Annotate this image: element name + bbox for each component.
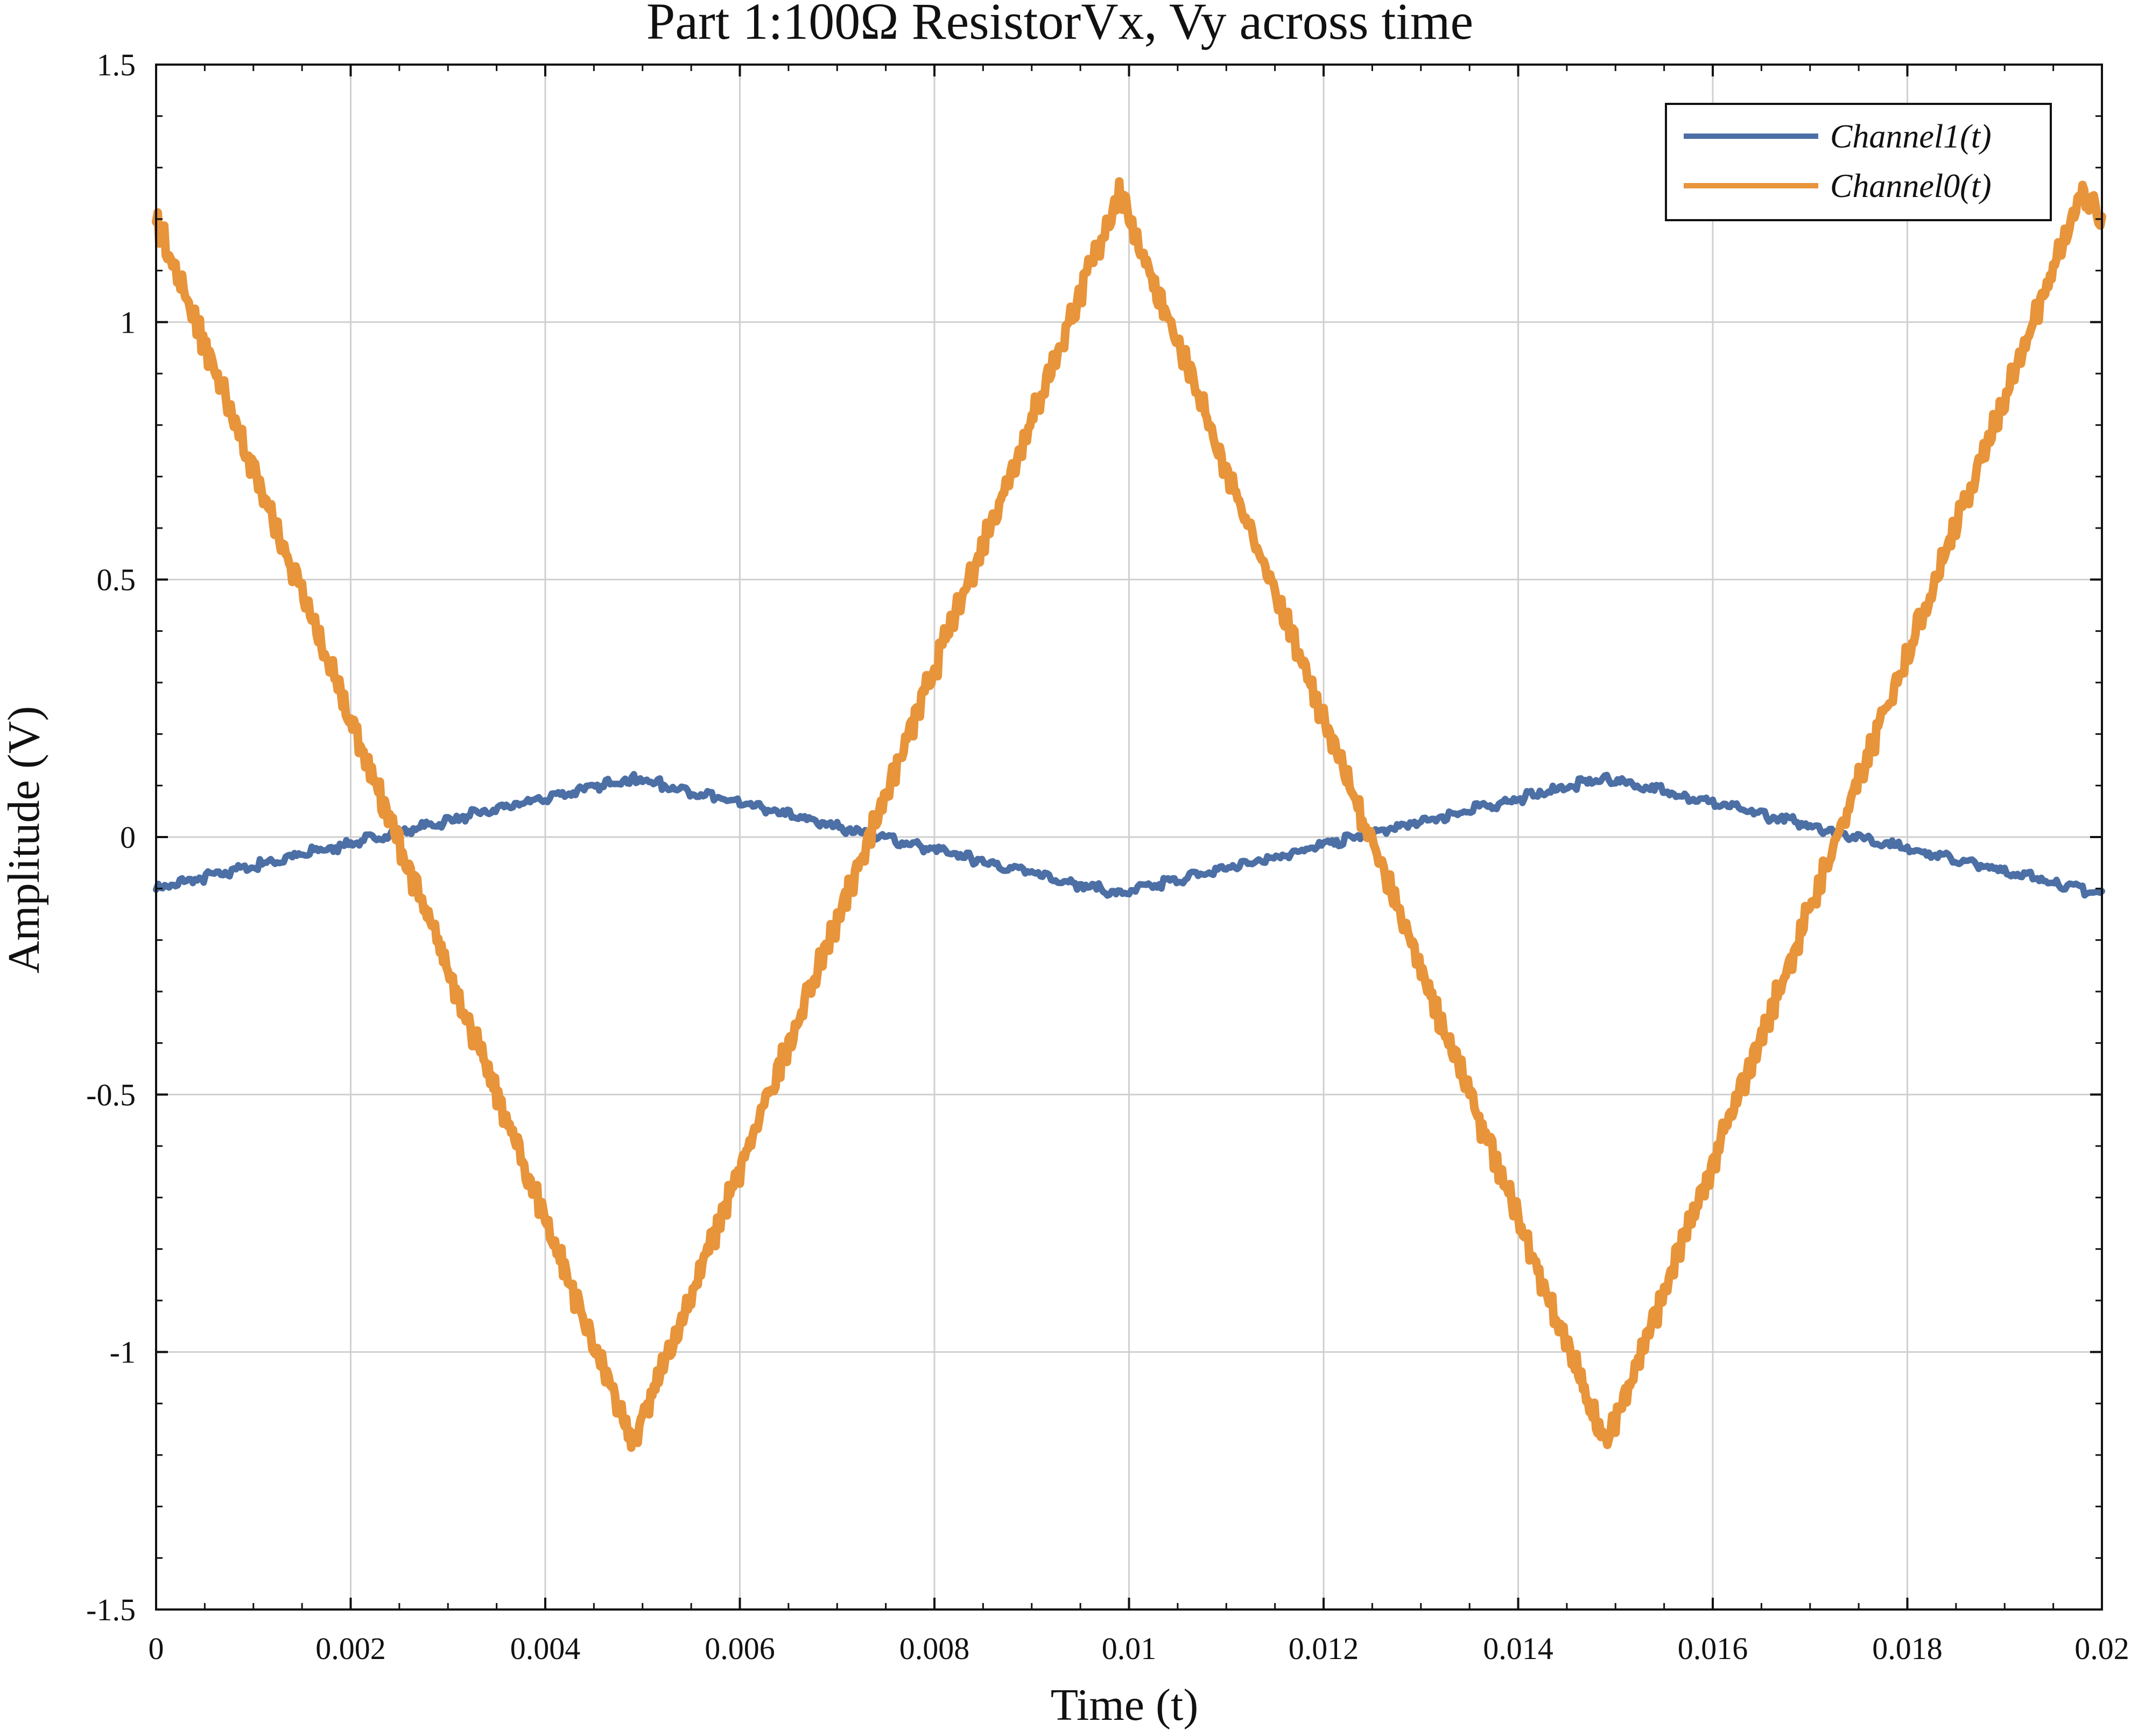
legend-label-channel1: Channel1(t)	[1830, 118, 1992, 155]
x-tick-label: 0.012	[1289, 1631, 1359, 1666]
series-line-channel0	[152, 177, 2106, 1452]
y-tick-label: -1	[110, 1335, 136, 1370]
y-tick-label: 0.5	[97, 563, 136, 598]
legend: Channel1(t) Channel0(t)	[1665, 103, 2052, 221]
x-tick-label: 0.016	[1678, 1631, 1748, 1666]
chart-title: Part 1:100Ω ResistorVx, Vy across time	[646, 0, 1473, 50]
y-axis-title: Amplitude (V)	[0, 706, 49, 974]
x-tick-label: 0.014	[1483, 1631, 1553, 1666]
y-tick-label: -0.5	[86, 1077, 136, 1112]
x-tick-label: 0.01	[1102, 1631, 1157, 1666]
x-tick-label: 0.006	[705, 1631, 775, 1666]
y-tick-label: 1.5	[97, 47, 136, 82]
series-line-channel1	[153, 771, 2105, 899]
grid-layer	[156, 65, 2102, 1610]
x-tick-label: 0.002	[315, 1631, 386, 1666]
y-tick-label: 0	[120, 820, 136, 855]
x-tick-label: 0.008	[899, 1631, 970, 1666]
legend-label-channel0: Channel0(t)	[1830, 168, 1992, 205]
x-tick-label: 0.004	[510, 1631, 581, 1666]
y-tick-label: 1	[120, 305, 136, 340]
legend-box	[1665, 103, 2052, 221]
x-tick-label: 0.018	[1872, 1631, 1943, 1666]
y-tick-label: -1.5	[86, 1592, 136, 1627]
series-layer	[152, 177, 2106, 1452]
tick-layer: 0 0.002 0.004 0.006 0.008 0.01 0.012 0.014 0.016…	[86, 47, 2129, 1666]
x-tick-label: 0	[149, 1631, 164, 1666]
x-axis-title: Time (t)	[1051, 1680, 1199, 1730]
x-tick-label: 0.02	[2074, 1631, 2129, 1666]
